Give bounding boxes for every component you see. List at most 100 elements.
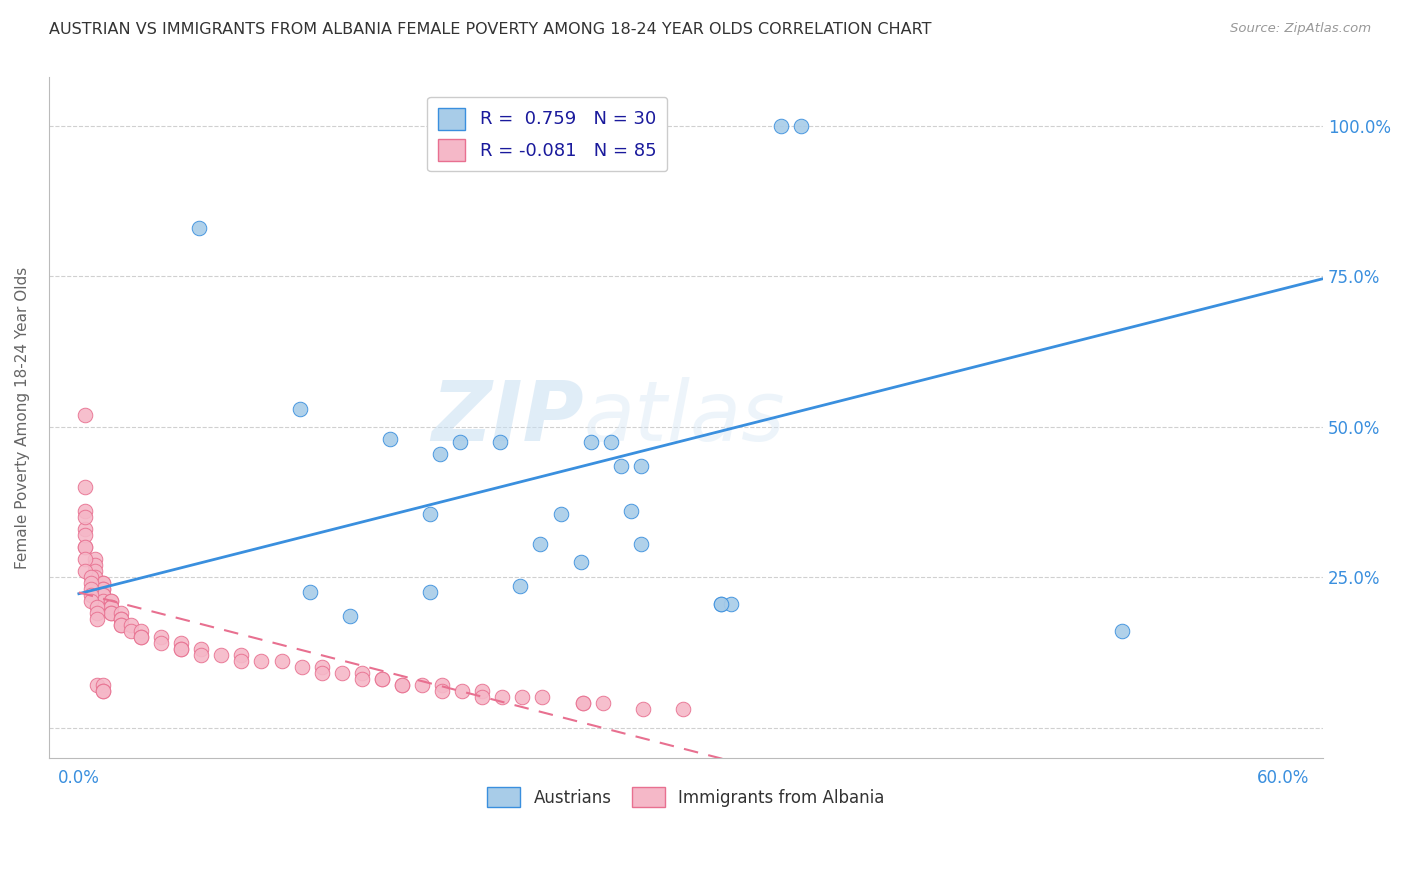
- Point: [100, 600, 122, 615]
- Point: [209, 648, 232, 663]
- Point: [73, 564, 96, 578]
- Point: [491, 690, 513, 705]
- Point: [86, 600, 108, 615]
- Point: [512, 690, 534, 705]
- Point: [599, 434, 621, 449]
- Point: [100, 606, 122, 620]
- Point: [188, 221, 211, 235]
- Point: [110, 612, 132, 626]
- Point: [371, 673, 394, 687]
- Point: [120, 618, 142, 632]
- Point: [91, 582, 114, 596]
- Point: [73, 540, 96, 554]
- Point: [73, 552, 96, 566]
- Point: [489, 434, 512, 449]
- Point: [86, 612, 108, 626]
- Point: [100, 606, 122, 620]
- Point: [571, 697, 593, 711]
- Point: [91, 684, 114, 698]
- Point: [231, 654, 253, 668]
- Point: [86, 606, 108, 620]
- Point: [378, 432, 401, 446]
- Point: [129, 624, 152, 639]
- Point: [1111, 624, 1133, 639]
- Point: [91, 588, 114, 602]
- Point: [550, 507, 572, 521]
- Point: [250, 654, 273, 668]
- Point: [430, 684, 453, 698]
- Text: AUSTRIAN VS IMMIGRANTS FROM ALBANIA FEMALE POVERTY AMONG 18-24 YEAR OLDS CORRELA: AUSTRIAN VS IMMIGRANTS FROM ALBANIA FEMA…: [49, 22, 932, 37]
- Point: [150, 630, 173, 644]
- Point: [350, 666, 373, 681]
- Text: Source: ZipAtlas.com: Source: ZipAtlas.com: [1230, 22, 1371, 36]
- Point: [110, 618, 132, 632]
- Point: [411, 678, 433, 692]
- Point: [80, 576, 103, 591]
- Point: [80, 588, 103, 602]
- Point: [609, 458, 631, 473]
- Point: [350, 673, 373, 687]
- Point: [391, 678, 413, 692]
- Point: [339, 609, 361, 624]
- Text: ZIP: ZIP: [432, 377, 583, 458]
- Point: [91, 582, 114, 596]
- Point: [120, 624, 142, 639]
- Point: [110, 606, 132, 620]
- Point: [571, 697, 593, 711]
- Point: [451, 684, 474, 698]
- Point: [710, 597, 733, 611]
- Point: [569, 555, 592, 569]
- Point: [710, 597, 733, 611]
- Point: [86, 678, 108, 692]
- Point: [91, 594, 114, 608]
- Point: [80, 594, 103, 608]
- Point: [190, 642, 212, 657]
- Point: [73, 408, 96, 422]
- Point: [471, 690, 494, 705]
- Y-axis label: Female Poverty Among 18-24 Year Olds: Female Poverty Among 18-24 Year Olds: [15, 267, 30, 569]
- Point: [298, 585, 321, 599]
- Point: [84, 570, 107, 584]
- Point: [429, 447, 451, 461]
- Point: [288, 401, 311, 416]
- Point: [73, 480, 96, 494]
- Point: [190, 648, 212, 663]
- Point: [231, 648, 253, 663]
- Point: [620, 504, 643, 518]
- Point: [672, 702, 695, 716]
- Point: [91, 678, 114, 692]
- Point: [592, 697, 614, 711]
- Point: [73, 528, 96, 542]
- Point: [391, 678, 413, 692]
- Point: [80, 582, 103, 596]
- Point: [449, 434, 471, 449]
- Point: [509, 579, 531, 593]
- Point: [91, 588, 114, 602]
- Point: [311, 666, 333, 681]
- Point: [170, 636, 193, 650]
- Point: [73, 540, 96, 554]
- Point: [529, 537, 551, 551]
- Point: [100, 594, 122, 608]
- Point: [73, 522, 96, 536]
- Point: [419, 507, 441, 521]
- Point: [91, 576, 114, 591]
- Point: [84, 558, 107, 572]
- Point: [110, 612, 132, 626]
- Legend: Austrians, Immigrants from Albania: Austrians, Immigrants from Albania: [481, 780, 891, 814]
- Point: [150, 636, 173, 650]
- Point: [579, 434, 602, 449]
- Point: [630, 458, 652, 473]
- Point: [330, 666, 353, 681]
- Text: atlas: atlas: [583, 377, 786, 458]
- Point: [291, 660, 314, 674]
- Point: [84, 564, 107, 578]
- Point: [720, 597, 742, 611]
- Point: [129, 630, 152, 644]
- Point: [73, 504, 96, 518]
- Point: [770, 119, 793, 133]
- Point: [110, 618, 132, 632]
- Point: [270, 654, 292, 668]
- Point: [419, 585, 441, 599]
- Point: [311, 660, 333, 674]
